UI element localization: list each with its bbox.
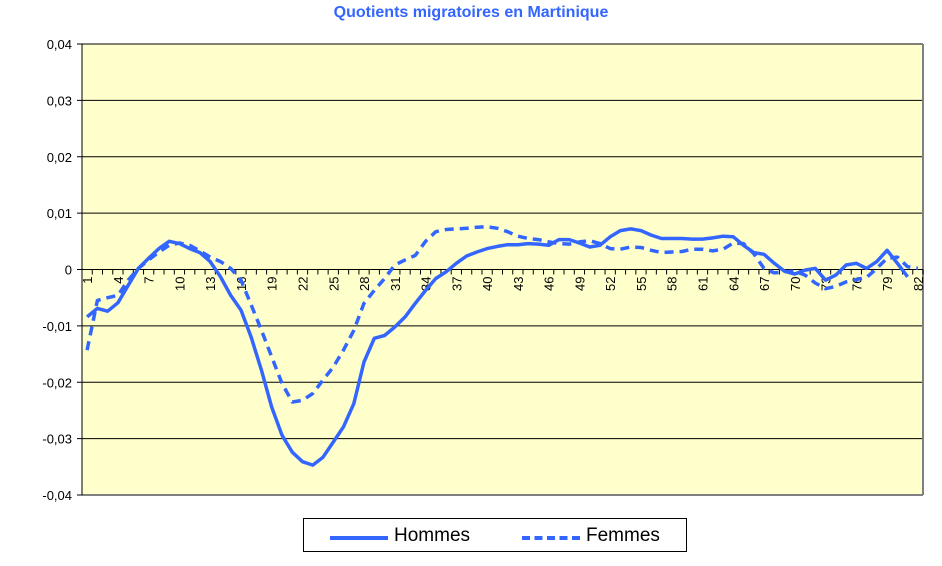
x-tick-label: 46 <box>542 277 557 291</box>
x-tick-label: 19 <box>265 277 280 291</box>
x-tick-label: 37 <box>449 277 464 291</box>
x-tick-label: 55 <box>634 277 649 291</box>
legend-label-femmes: Femmes <box>586 525 660 546</box>
x-tick-label: 7 <box>142 277 157 284</box>
legend-swatch-hommes <box>330 536 388 540</box>
y-tick-label: -0,02 <box>42 375 72 390</box>
x-tick-label: 49 <box>572 277 587 291</box>
x-tick-label: 10 <box>172 277 187 291</box>
x-tick-label: 52 <box>603 277 618 291</box>
chart-title: Quotients migratoires en Martinique <box>333 4 609 21</box>
legend: Hommes Femmes <box>303 518 687 552</box>
x-tick-label: 64 <box>726 277 741 291</box>
y-tick-label: 0 <box>65 263 72 278</box>
x-tick-label: 13 <box>203 277 218 291</box>
x-tick-label: 67 <box>757 277 772 291</box>
x-tick-label: 58 <box>665 277 680 291</box>
x-tick-label: 79 <box>880 277 895 291</box>
x-tick-label: 28 <box>357 277 372 291</box>
x-tick-label: 43 <box>511 277 526 291</box>
x-tick-label: 40 <box>480 277 495 291</box>
x-tick-label: 1 <box>80 277 95 284</box>
y-tick-label: 0,03 <box>47 93 72 108</box>
x-tick-label: 4 <box>111 277 126 284</box>
x-tick-label: 61 <box>695 277 710 291</box>
x-tick-label: 22 <box>296 277 311 291</box>
x-tick-label: 82 <box>911 277 926 291</box>
y-tick-label: 0,02 <box>47 150 72 165</box>
y-tick-label: -0,04 <box>42 488 72 503</box>
x-tick-label: 70 <box>788 277 803 291</box>
y-tick-label: 0,04 <box>47 37 72 52</box>
x-tick-label: 25 <box>326 277 341 291</box>
series-line-hommes <box>85 227 909 467</box>
legend-swatch-femmes <box>522 536 580 540</box>
y-tick-label: -0,03 <box>42 432 72 447</box>
y-tick-label: -0,01 <box>42 319 72 334</box>
y-tick-label: 0,01 <box>47 206 72 221</box>
legend-label-hommes: Hommes <box>394 525 471 546</box>
x-tick-label: 31 <box>388 277 403 291</box>
